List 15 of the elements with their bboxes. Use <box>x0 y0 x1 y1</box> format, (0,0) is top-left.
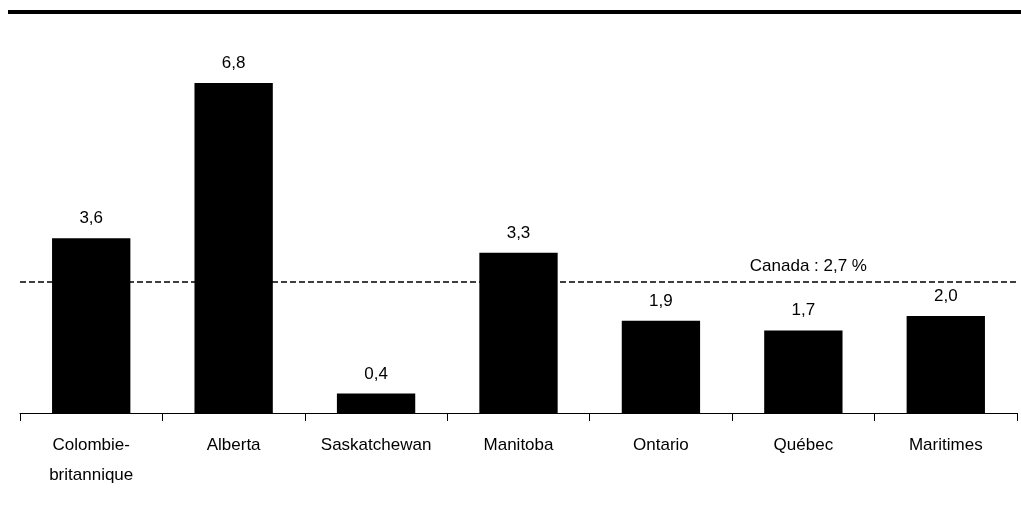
x-tick-label: Ontario <box>633 434 689 454</box>
x-tick-label: Québec <box>773 434 834 454</box>
data-label: 3,6 <box>79 208 104 228</box>
x-tick-label: Maritimes <box>908 434 983 454</box>
x-tick-label: Alberta <box>206 434 262 454</box>
data-label: 1,9 <box>649 290 673 310</box>
ref-line-label: Canada : 2,7 % <box>749 255 867 275</box>
x-tick-label: Manitoba <box>483 434 555 454</box>
x-tick-label: Saskatchewan <box>320 434 432 454</box>
data-label: 6,8 <box>221 52 246 72</box>
x-tick-label: Colombie-britannique <box>49 434 134 484</box>
data-label: 1,7 <box>791 300 816 320</box>
data-label: 0,4 <box>364 363 388 383</box>
data-label: 3,3 <box>506 222 531 242</box>
data-label: 2,0 <box>933 285 958 305</box>
